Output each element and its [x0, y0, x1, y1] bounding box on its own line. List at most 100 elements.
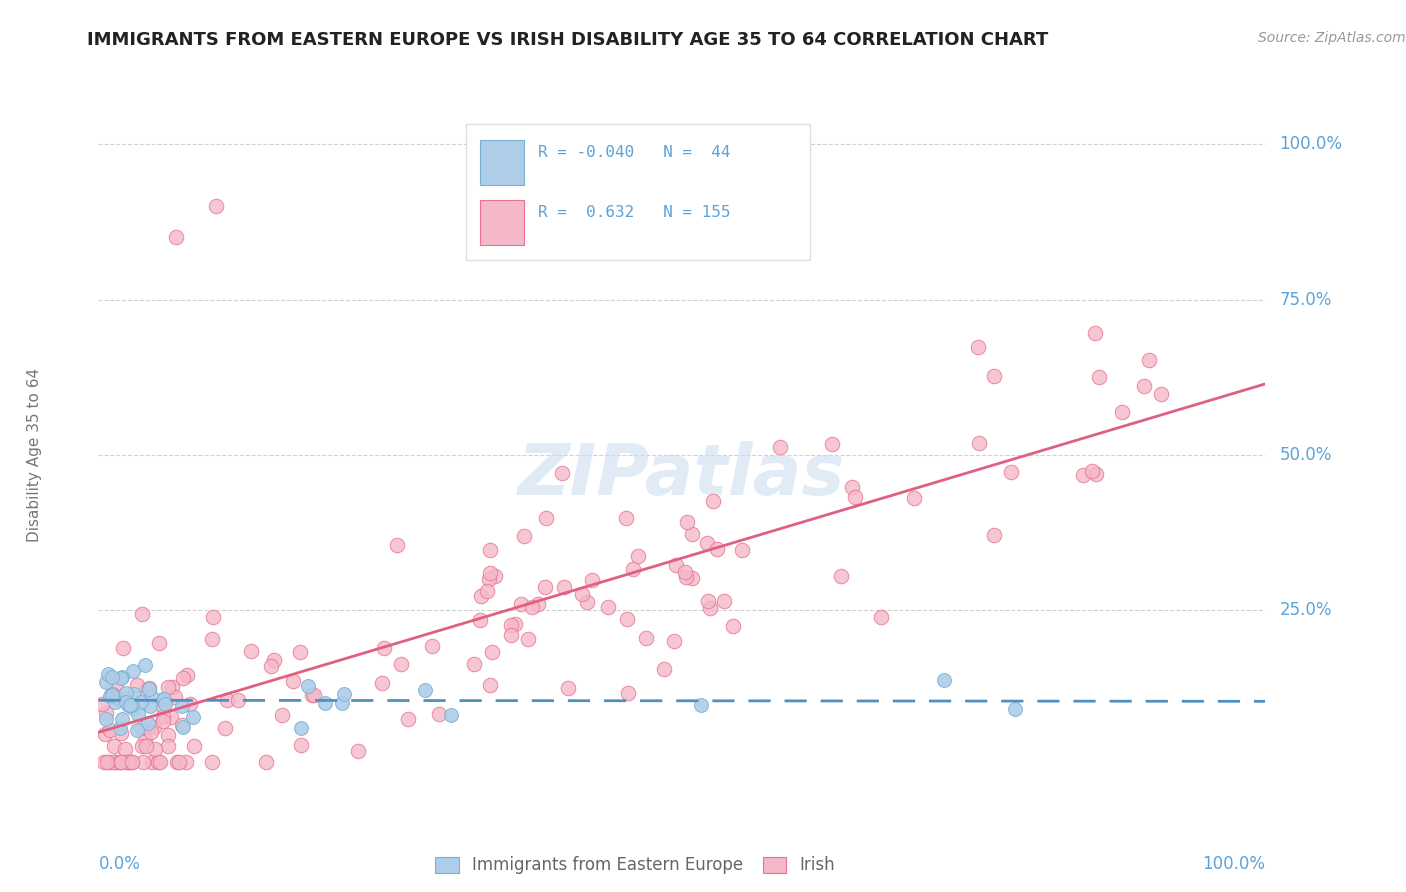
Point [110, 756, 132, 770]
Point [702, 494, 724, 508]
Point [481, 645, 503, 659]
Point [468, 613, 491, 627]
Point [617, 686, 640, 700]
Point [131, 721, 153, 735]
Point [112, 640, 135, 655]
Point [699, 601, 721, 615]
Point [115, 695, 138, 709]
Point [427, 706, 450, 721]
Point [478, 572, 501, 586]
Point [110, 726, 132, 740]
Point [118, 756, 141, 770]
Point [121, 698, 143, 712]
Point [983, 369, 1005, 384]
Point [396, 712, 419, 726]
Point [627, 549, 650, 563]
Point [505, 617, 527, 632]
Point [157, 680, 180, 694]
Point [673, 565, 696, 579]
Point [138, 681, 160, 695]
Text: 100.0%: 100.0% [1202, 855, 1265, 873]
Point [101, 687, 124, 701]
Point [111, 712, 134, 726]
Point [165, 230, 187, 244]
Text: 25.0%: 25.0% [1279, 601, 1331, 619]
Point [314, 697, 336, 711]
Point [104, 756, 127, 770]
Point [478, 678, 501, 692]
Point [1085, 467, 1108, 481]
Point [420, 640, 443, 654]
Point [152, 709, 174, 723]
Point [159, 710, 181, 724]
Point [571, 587, 593, 601]
Point [100, 670, 122, 684]
Point [96, 756, 118, 770]
Point [131, 607, 153, 622]
Point [110, 671, 132, 685]
Point [522, 600, 544, 615]
Point [122, 664, 145, 678]
Point [479, 566, 502, 581]
Point [127, 707, 149, 722]
Point [148, 636, 170, 650]
Point [103, 739, 125, 754]
Point [263, 653, 285, 667]
Point [966, 340, 988, 354]
Point [301, 689, 323, 703]
Point [132, 756, 155, 770]
Point [141, 724, 163, 739]
Point [121, 756, 143, 770]
Point [470, 589, 492, 603]
Point [551, 467, 574, 481]
Point [148, 756, 170, 770]
Point [665, 558, 688, 573]
Point [121, 756, 143, 770]
Point [260, 659, 283, 673]
Point [94, 674, 117, 689]
Point [150, 698, 173, 712]
Point [138, 699, 160, 714]
Point [634, 631, 657, 645]
Point [100, 689, 122, 703]
Text: R = -0.040   N =  44: R = -0.040 N = 44 [538, 145, 731, 160]
Point [152, 693, 174, 707]
Point [1150, 387, 1173, 401]
Point [614, 510, 637, 524]
Text: R =  0.632   N = 155: R = 0.632 N = 155 [538, 205, 731, 220]
Point [662, 633, 685, 648]
Point [596, 600, 619, 615]
Point [153, 697, 176, 711]
Point [270, 707, 292, 722]
Point [439, 707, 461, 722]
Point [170, 699, 193, 714]
Point [94, 706, 117, 720]
Point [484, 569, 506, 583]
Point [475, 583, 498, 598]
Point [176, 668, 198, 682]
Point [302, 688, 325, 702]
Point [201, 756, 224, 770]
Point [510, 597, 533, 611]
Point [413, 683, 436, 698]
Point [172, 671, 194, 685]
Point [675, 569, 697, 583]
Point [696, 536, 718, 550]
Point [557, 681, 579, 695]
Point [201, 610, 224, 624]
Point [239, 644, 262, 658]
Point [167, 756, 190, 770]
Point [1000, 466, 1022, 480]
Point [134, 658, 156, 673]
Point [174, 756, 197, 770]
Point [201, 632, 224, 646]
Point [183, 739, 205, 753]
Text: 50.0%: 50.0% [1279, 446, 1331, 464]
Point [103, 756, 125, 770]
Point [110, 670, 132, 684]
Point [499, 628, 522, 642]
Point [575, 595, 598, 609]
Point [172, 720, 194, 734]
Text: Source: ZipAtlas.com: Source: ZipAtlas.com [1258, 30, 1406, 45]
Point [501, 617, 523, 632]
